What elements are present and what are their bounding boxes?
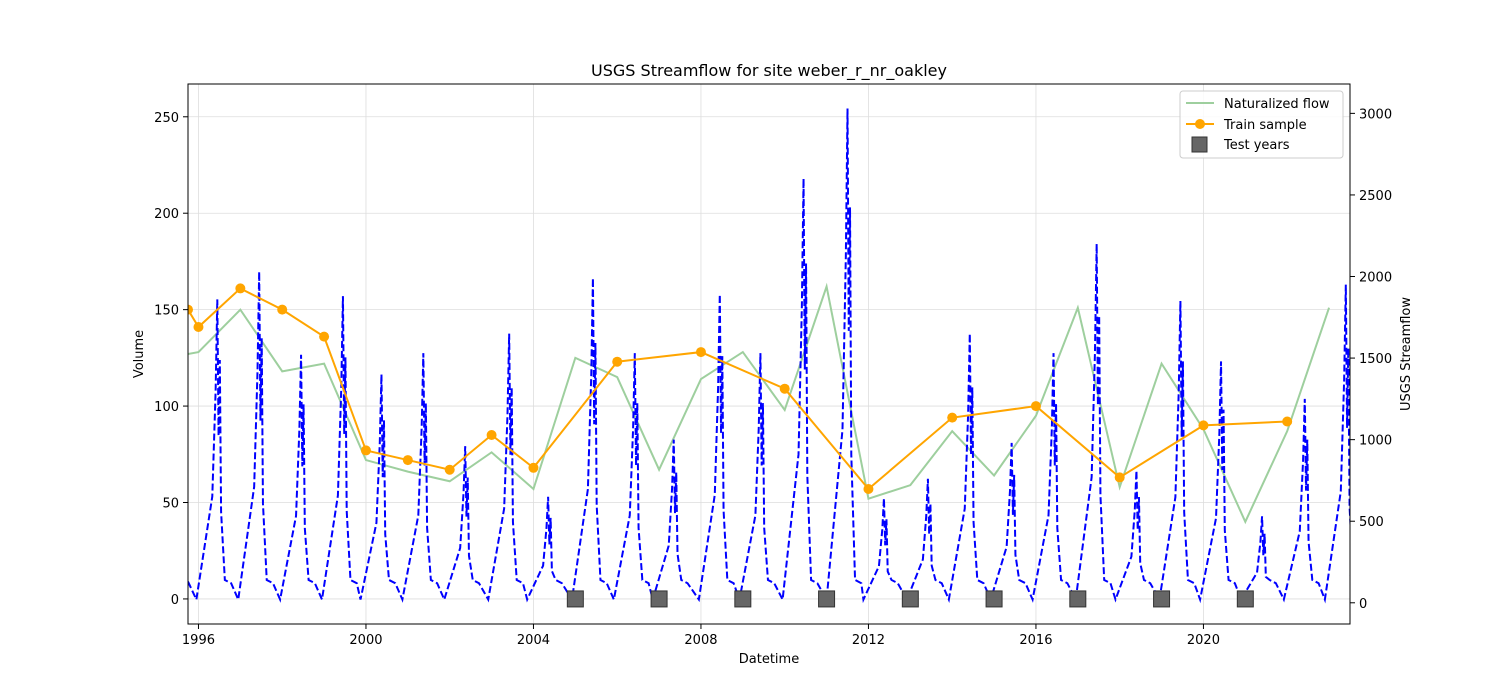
x-tick-label: 2012 — [852, 633, 885, 648]
usgs-streamflow-line — [188, 108, 1350, 604]
train-sample-point — [235, 283, 246, 294]
train-sample-point — [947, 412, 958, 423]
y2-tick-label: 0 — [1359, 597, 1367, 612]
x-axis: 1996 2000 2004 2008 2012 2016 2020 — [182, 624, 1220, 648]
train-sample-point — [779, 383, 790, 394]
x-tick-label: 2004 — [517, 633, 550, 648]
legend: Naturalized flow Train sample Test years — [1179, 90, 1344, 159]
train-sample-point — [277, 304, 288, 315]
test-year-marker — [901, 590, 919, 608]
y2-tick-label: 500 — [1359, 515, 1384, 530]
test-year-marker — [818, 590, 836, 608]
y2-tick-label: 1500 — [1359, 352, 1392, 367]
y-axis-right: 0 500 1000 1500 2000 2500 3000 — [1350, 107, 1392, 612]
y-tick-label: 250 — [154, 111, 179, 126]
x-tick-label: 2020 — [1187, 633, 1220, 648]
y-tick-label: 200 — [154, 207, 179, 222]
chart-title: USGS Streamflow for site weber_r_nr_oakl… — [591, 61, 947, 81]
y2-tick-label: 1000 — [1359, 434, 1392, 449]
y2-tick-label: 2000 — [1359, 271, 1392, 286]
y2-tick-label: 2500 — [1359, 189, 1392, 204]
test-year-marker — [1236, 590, 1254, 608]
test-year-marker — [734, 590, 752, 608]
x-axis-label: Datetime — [739, 652, 799, 667]
train-sample-point — [612, 356, 623, 367]
test-year-marker — [985, 590, 1003, 608]
train-sample-point — [695, 347, 706, 358]
train-sample-point — [402, 455, 413, 466]
x-tick-label: 2000 — [349, 633, 382, 648]
train-sample-point — [863, 484, 874, 494]
test-year-marker — [650, 590, 668, 608]
train-sample-point — [360, 445, 371, 456]
naturalized-flow-line — [188, 282, 1331, 525]
plot-frame — [187, 83, 1351, 625]
x-tick-label: 2016 — [1019, 633, 1052, 648]
train-sample-point — [1114, 472, 1125, 483]
legend-train-label: Train sample — [1223, 118, 1307, 133]
train-sample-point — [528, 462, 539, 473]
test-year-marker — [566, 590, 584, 608]
x-tick-label: 1996 — [182, 633, 215, 648]
x-tick-label: 2008 — [684, 633, 717, 648]
train-sample-point — [193, 322, 204, 332]
train-sample-line — [188, 287, 1288, 491]
y-tick-label: 100 — [154, 400, 179, 415]
legend-naturalized-label: Naturalized flow — [1224, 97, 1330, 112]
y2-axis-label: USGS Streamflow — [1399, 297, 1414, 411]
gridlines — [188, 84, 1350, 624]
test-year-marker — [1153, 590, 1171, 608]
y-tick-label: 0 — [171, 593, 179, 608]
train-sample-point — [444, 464, 455, 475]
test-year-marker — [1069, 590, 1087, 608]
plot-area — [188, 108, 1350, 608]
train-sample-point — [319, 331, 330, 342]
y-axis-left: 0 50 100 150 200 250 — [154, 111, 188, 608]
y-axis-label: Volume — [132, 330, 147, 378]
train-sample-point — [188, 304, 193, 315]
y-tick-label: 50 — [162, 497, 179, 512]
y2-tick-label: 3000 — [1359, 107, 1392, 122]
y-tick-label: 150 — [154, 304, 179, 319]
train-sample-point — [1030, 401, 1041, 412]
train-sample-point — [1198, 420, 1209, 431]
train-sample-point — [486, 430, 497, 440]
train-sample-point — [1282, 416, 1293, 427]
plot-series — [188, 108, 1350, 608]
legend-train-marker — [1195, 119, 1205, 129]
legend-test-marker — [1191, 136, 1208, 153]
legend-test-label: Test years — [1223, 138, 1290, 153]
legend-box — [1179, 90, 1344, 159]
